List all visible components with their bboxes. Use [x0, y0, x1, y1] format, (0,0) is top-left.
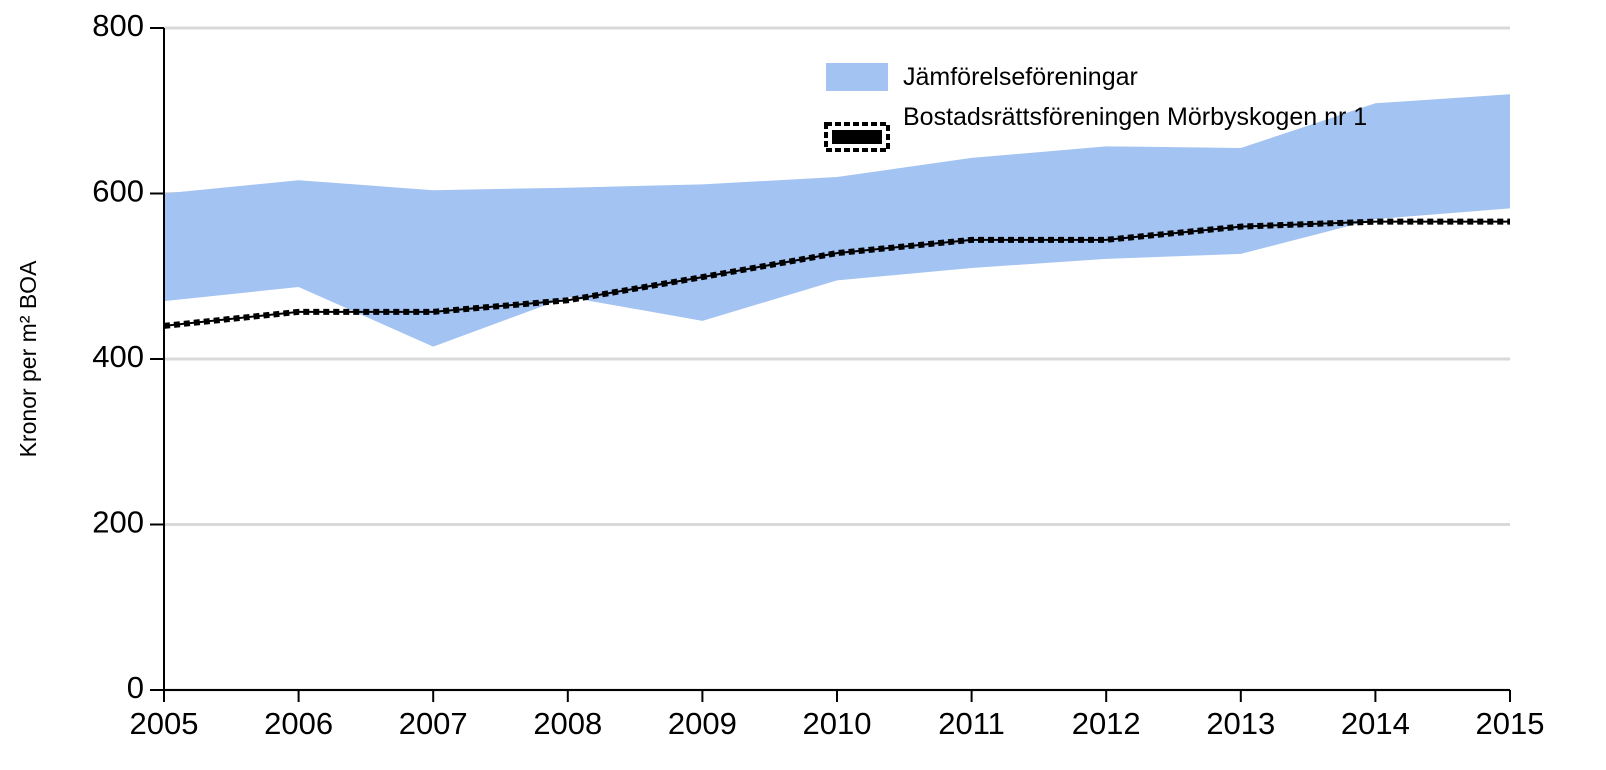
line-dots — [163, 218, 1510, 329]
x-tick-label: 2012 — [1072, 706, 1141, 741]
x-tick-label: 2007 — [399, 706, 468, 741]
x-tick-label: 2010 — [803, 706, 872, 741]
y-tick-label: 400 — [92, 339, 144, 374]
y-tick-label: 0 — [127, 670, 144, 705]
x-tick-label: 2013 — [1206, 706, 1275, 741]
x-tick-label: 2014 — [1341, 706, 1410, 741]
x-tick-label: 2011 — [938, 706, 1005, 741]
legend-swatch — [832, 130, 882, 144]
y-tick-label: 600 — [92, 174, 144, 209]
x-tick-label: 2009 — [668, 706, 737, 741]
x-tick-label: 2015 — [1476, 706, 1545, 741]
range-area — [164, 94, 1510, 347]
y-tick-label: 800 — [92, 8, 144, 43]
legend-label: Bostadsrättsföreningen Mörbyskogen nr 1 — [903, 103, 1368, 131]
x-tick-label: 2008 — [533, 706, 602, 741]
x-tick-label: 2005 — [130, 706, 199, 741]
y-tick-label: 200 — [92, 505, 144, 540]
legend-swatch — [826, 63, 888, 91]
y-axis-label: Kronor per m² BOA — [15, 260, 41, 457]
legend-label: Jämförelseföreningar — [903, 63, 1138, 91]
x-tick-label: 2006 — [264, 706, 333, 741]
